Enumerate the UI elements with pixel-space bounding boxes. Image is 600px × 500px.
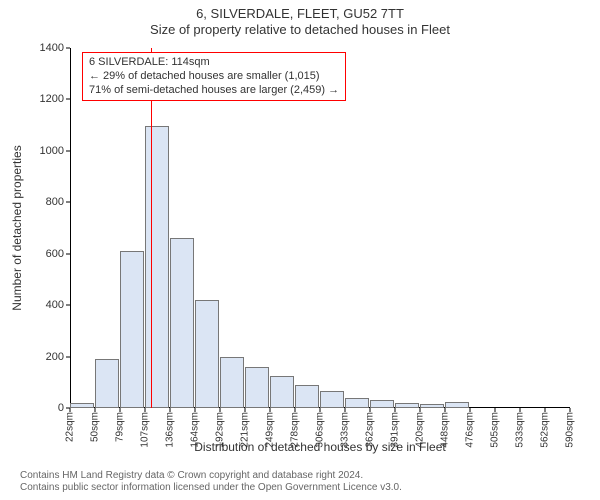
- histogram-bar: [70, 403, 94, 408]
- y-tick-label: 400: [24, 299, 64, 311]
- plot-area: 020040060080010001200140022sqm50sqm79sqm…: [70, 48, 570, 408]
- y-tick-mark: [66, 202, 70, 203]
- x-tick-label: 79sqm: [115, 412, 126, 442]
- histogram-bar: [345, 398, 369, 408]
- histogram-bar: [145, 126, 169, 408]
- y-tick-mark: [66, 253, 70, 254]
- histogram-bar: [170, 238, 194, 408]
- y-axis-line: [70, 48, 71, 408]
- histogram-bar: [395, 403, 419, 408]
- info-box: 6 SILVERDALE: 114sqm ← 29% of detached h…: [82, 52, 346, 101]
- histogram-chart: 020040060080010001200140022sqm50sqm79sqm…: [70, 48, 570, 408]
- histogram-bar: [245, 367, 269, 408]
- chart-title: 6, SILVERDALE, FLEET, GU52 7TT Size of p…: [0, 0, 600, 37]
- y-tick-mark: [66, 99, 70, 100]
- histogram-bar: [445, 402, 469, 408]
- y-tick-label: 200: [24, 351, 64, 363]
- y-tick-mark: [66, 305, 70, 306]
- y-tick-label: 1400: [24, 42, 64, 54]
- y-tick-label: 800: [24, 196, 64, 208]
- footer: Contains HM Land Registry data © Crown c…: [20, 470, 402, 494]
- histogram-bar: [270, 376, 294, 408]
- histogram-bar: [295, 385, 319, 408]
- histogram-bar: [120, 251, 144, 408]
- histogram-bar: [195, 300, 219, 408]
- histogram-bar: [370, 400, 394, 408]
- info-line-1: 6 SILVERDALE: 114sqm: [89, 56, 339, 70]
- x-tick-label: 50sqm: [90, 412, 101, 442]
- histogram-bar: [420, 404, 444, 408]
- x-tick-label: 22sqm: [65, 412, 76, 442]
- y-tick-mark: [66, 150, 70, 151]
- title-line-1: 6, SILVERDALE, FLEET, GU52 7TT: [0, 6, 600, 22]
- y-tick-mark: [66, 48, 70, 49]
- footer-line-1: Contains HM Land Registry data © Crown c…: [20, 470, 402, 482]
- reference-line: [151, 48, 152, 408]
- histogram-bar: [95, 359, 119, 408]
- y-tick-label: 1200: [24, 93, 64, 105]
- info-line-3: 71% of semi-detached houses are larger (…: [89, 84, 339, 98]
- histogram-bar: [220, 357, 244, 408]
- histogram-bar: [320, 391, 344, 408]
- x-axis-label: Distribution of detached houses by size …: [70, 440, 570, 454]
- info-line-2: ← 29% of detached houses are smaller (1,…: [89, 70, 339, 84]
- y-tick-label: 1000: [24, 145, 64, 157]
- page: 6, SILVERDALE, FLEET, GU52 7TT Size of p…: [0, 0, 600, 500]
- y-tick-label: 600: [24, 248, 64, 260]
- y-tick-mark: [66, 356, 70, 357]
- title-line-2: Size of property relative to detached ho…: [0, 22, 600, 38]
- y-tick-label: 0: [24, 402, 64, 414]
- footer-line-2: Contains public sector information licen…: [20, 482, 402, 494]
